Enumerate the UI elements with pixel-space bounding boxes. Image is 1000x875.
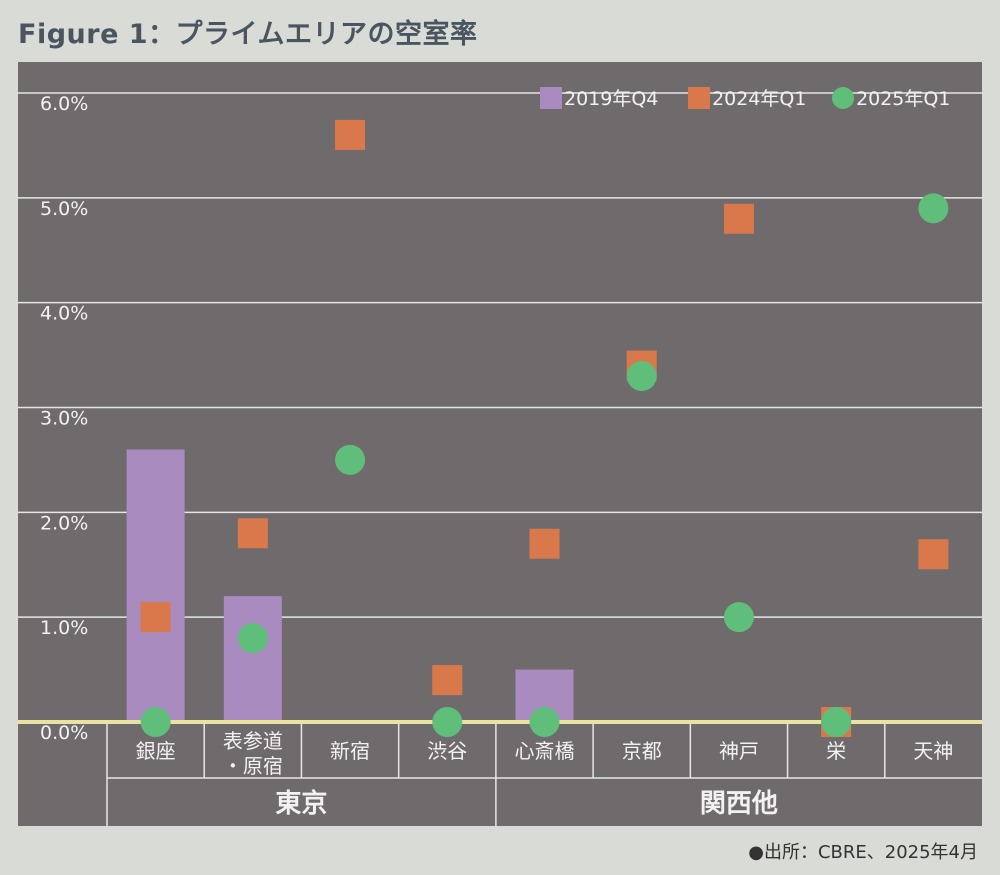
marker-2025q1 [626, 361, 657, 392]
group-label: 関西他 [700, 789, 778, 819]
category-label: 渋谷 [427, 739, 467, 763]
bar-2019q4 [223, 596, 282, 722]
y-tick-label: 4.0% [40, 303, 88, 325]
marker-2025q1 [918, 193, 949, 224]
category-label: 銀座 [136, 739, 176, 763]
marker-2024q1 [237, 518, 268, 549]
source-note: ●出所：CBRE、2025年4月 [748, 842, 978, 863]
legend-label: 2019年Q4 [564, 88, 658, 110]
y-tick-label: 1.0% [40, 617, 88, 639]
marker-2024q1 [918, 539, 949, 570]
marker-2024q1 [723, 203, 754, 234]
y-tick-label: 6.0% [40, 93, 88, 115]
group-label: 東京 [275, 788, 327, 819]
category-label: ・原宿 [223, 754, 283, 778]
marker-2025q1 [432, 707, 463, 737]
category-label: 表参道 [223, 729, 283, 753]
marker-2025q1 [140, 707, 171, 737]
marker-2025q1 [723, 602, 754, 633]
y-tick-label: 5.0% [40, 198, 88, 220]
category-label: 天神 [913, 739, 953, 763]
legend-label: 2024年Q1 [712, 88, 806, 110]
category-label: 新宿 [330, 739, 370, 763]
y-tick-label: 0.0% [40, 722, 88, 744]
legend-label: 2025年Q1 [856, 88, 950, 110]
marker-2024q1 [529, 528, 560, 559]
marker-2025q1 [529, 707, 560, 737]
legend-swatch [688, 87, 710, 109]
y-tick-label: 3.0% [40, 408, 88, 430]
chart-title: Figure 1：プライムエリアの空室率 [18, 19, 478, 50]
marker-2024q1 [432, 665, 463, 696]
marker-2024q1 [140, 602, 171, 633]
marker-2025q1 [821, 707, 852, 737]
legend-swatch [540, 87, 562, 109]
category-label: 神戸 [719, 739, 759, 763]
marker-2025q1 [335, 444, 366, 475]
marker-2024q1 [335, 119, 366, 150]
category-label: 栄 [826, 739, 846, 763]
category-label: 京都 [622, 739, 662, 763]
marker-2025q1 [237, 623, 268, 654]
bar-2019q4 [126, 449, 185, 722]
legend-swatch [832, 87, 854, 109]
y-tick-label: 2.0% [40, 512, 88, 534]
category-label: 心斎橋 [515, 739, 575, 763]
